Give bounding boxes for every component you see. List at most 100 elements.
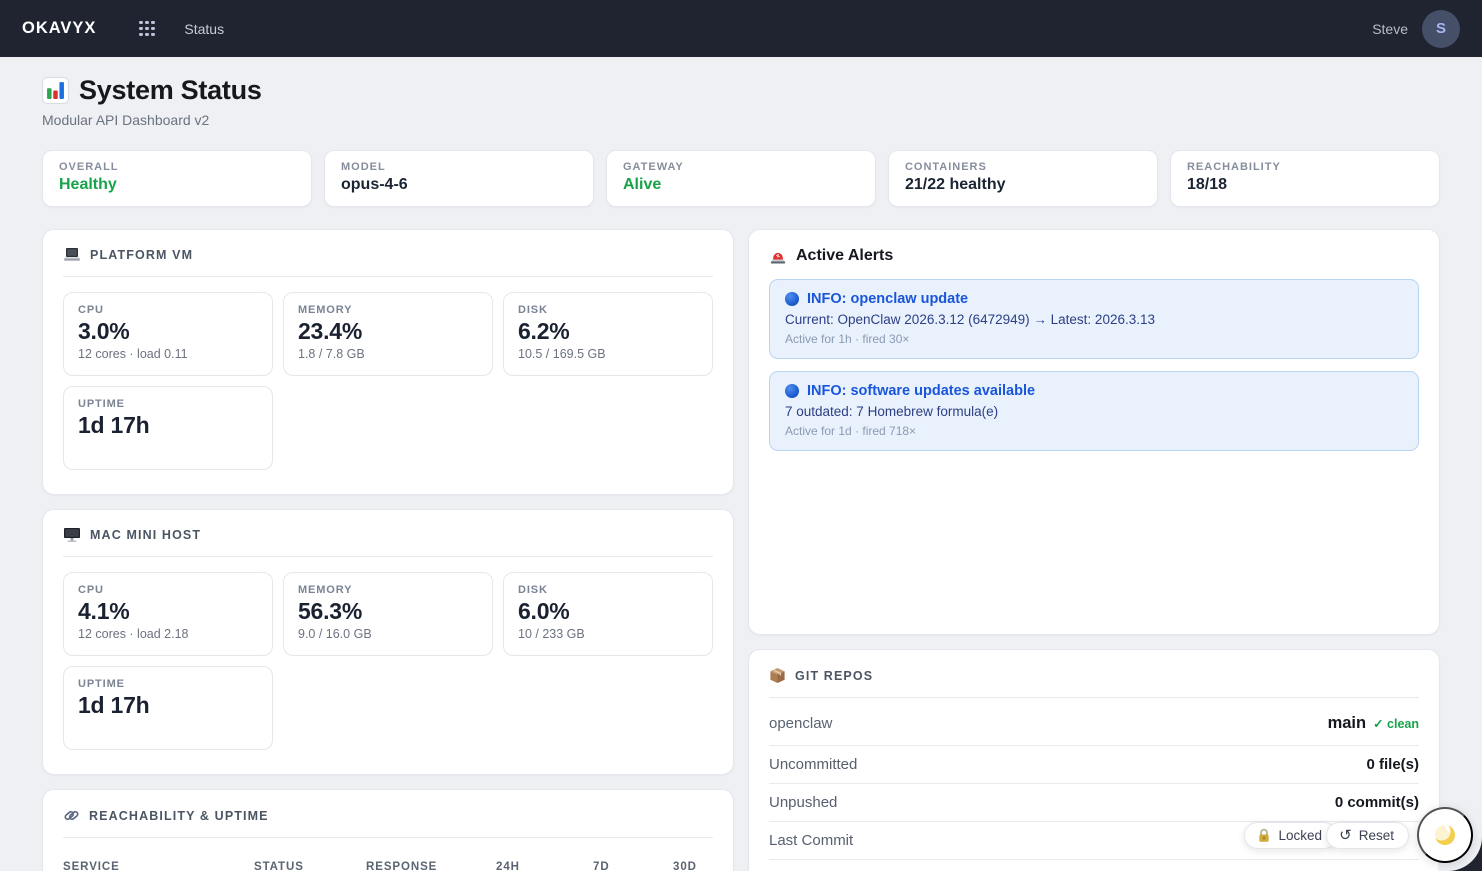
platform-vm-panel: PLATFORM VM CPU 3.0% 12 cores · load 0.1… [42, 229, 734, 495]
metric-sub: 9.0 / 16.0 GB [298, 627, 372, 641]
service-table-header: SERVICE STATUS RESPONSE 24H 7D 30D [63, 853, 713, 871]
metric-label: MEMORY [298, 584, 353, 596]
reachability-uptime-panel: REACHABILITY & UPTIME SERVICE STATUS RES… [42, 789, 734, 871]
summary-value: 21/22 healthy [905, 176, 1006, 193]
package-icon [770, 667, 785, 684]
metric-value: 6.2% [518, 318, 570, 344]
summary-card-containers: CONTAINERS 21/22 healthy [888, 150, 1158, 207]
grid-dots [139, 20, 155, 37]
desktop-icon [64, 528, 80, 542]
git-row-label: Uncommitted [769, 756, 858, 773]
alert-detail: 7 outdated: 7 Homebrew formula(e) [785, 404, 999, 419]
top-navbar: OKAVYX Status Steve S [0, 0, 1482, 57]
panel-title: MAC MINI HOST [90, 528, 202, 542]
summary-value: 18/18 [1187, 176, 1228, 193]
bar-chart-icon [42, 77, 69, 104]
metric-label: CPU [78, 304, 104, 316]
blue-circle-icon [785, 384, 799, 398]
metric-card-cpu: CPU 4.1% 12 cores · load 2.18 [63, 572, 273, 656]
locked-label: Locked [1278, 828, 1322, 843]
git-row-value: 0 commit(s) [1334, 794, 1419, 811]
col-service: SERVICE [63, 861, 120, 871]
metric-card-uptime: UPTIME 1d 17h [63, 666, 273, 750]
metric-card-memory: MEMORY 23.4% 1.8 / 7.8 GB [283, 292, 493, 376]
page-subtitle: Modular API Dashboard v2 [42, 112, 210, 128]
apps-grid-icon[interactable] [136, 18, 158, 40]
metric-card-memory: MEMORY 56.3% 9.0 / 16.0 GB [283, 572, 493, 656]
reset-icon: ↺ [1339, 827, 1352, 844]
metric-sub: 10.5 / 169.5 GB [518, 347, 606, 361]
user-name: Steve [1372, 20, 1408, 37]
metric-value: 1d 17h [78, 692, 150, 718]
metric-label: DISK [518, 584, 548, 596]
metric-value: 6.0% [518, 598, 570, 624]
metric-sub: 10 / 233 GB [518, 627, 585, 641]
summary-label: REACHABILITY [1187, 161, 1281, 173]
link-icon [64, 810, 79, 821]
panel-title: REACHABILITY & UPTIME [89, 808, 269, 823]
metric-label: CPU [78, 584, 104, 596]
locked-button[interactable]: Locked [1244, 822, 1337, 849]
metric-sub [78, 441, 258, 456]
metric-card-cpu: CPU 3.0% 12 cores · load 0.11 [63, 292, 273, 376]
metric-label: UPTIME [78, 678, 125, 690]
col-24h: 24H [496, 861, 520, 871]
alert-card: INFO: software updates available 7 outda… [769, 371, 1419, 451]
active-alerts-panel: Active Alerts INFO: openclaw update Curr… [748, 229, 1440, 635]
col-30d: 30D [673, 861, 697, 871]
summary-card-reachability: REACHABILITY 18/18 [1170, 150, 1440, 207]
git-uncommitted-row: Uncommitted 0 file(s) [769, 746, 1419, 784]
git-unpushed-row: Unpushed 0 commit(s) [769, 784, 1419, 822]
alert-detail: Current: OpenClaw 2026.3.12 (6472949) → … [785, 312, 1155, 327]
metric-label: MEMORY [298, 304, 353, 316]
metric-card-disk: DISK 6.0% 10 / 233 GB [503, 572, 713, 656]
metric-value: 4.1% [78, 598, 130, 624]
summary-label: MODEL [341, 161, 386, 173]
reset-button[interactable]: ↺ Reset [1326, 822, 1409, 849]
moon-icon [1432, 822, 1455, 845]
col-response: RESPONSE [366, 861, 438, 871]
brand-logo: OKAVYX [22, 19, 97, 37]
summary-label: CONTAINERS [905, 161, 987, 173]
metric-value: 3.0% [78, 318, 130, 344]
git-row-label: Last Commit [769, 832, 854, 849]
avatar-initial: S [1435, 20, 1446, 37]
alert-title: INFO: software updates available [807, 383, 1036, 399]
branch-name: main [1327, 714, 1367, 732]
metric-sub: 12 cores · load 0.11 [78, 347, 188, 361]
git-repo-row: openclaw main ✓ clean [769, 702, 1419, 746]
laptop-icon [64, 248, 80, 261]
summary-row: OVERALL Healthy MODEL opus-4-6 GATEWAY A… [42, 150, 1440, 207]
branch-clean-badge: ✓ clean [1373, 717, 1419, 731]
summary-value: Alive [623, 176, 662, 193]
theme-toggle-button[interactable] [1417, 807, 1473, 863]
panel-title: PLATFORM VM [90, 248, 194, 262]
alert-meta: Active for 1d · fired 718× [785, 424, 917, 438]
panel-title: GIT REPOS [795, 668, 874, 683]
metric-sub: 12 cores · load 2.18 [78, 627, 189, 641]
metric-value: 23.4% [298, 318, 363, 344]
summary-card-gateway: GATEWAY Alive [606, 150, 876, 207]
metric-sub: 1.8 / 7.8 GB [298, 347, 365, 361]
reset-label: Reset [1358, 828, 1394, 843]
blue-circle-icon [785, 292, 799, 306]
repo-name: openclaw [769, 715, 833, 732]
metric-card-disk: DISK 6.2% 10.5 / 169.5 GB [503, 292, 713, 376]
metric-value: 1d 17h [78, 412, 150, 438]
lock-icon [1259, 828, 1270, 842]
summary-label: GATEWAY [623, 161, 684, 173]
summary-label: OVERALL [59, 161, 119, 173]
alert-meta: Active for 1h · fired 30× [785, 332, 910, 346]
avatar[interactable]: S [1422, 9, 1460, 48]
git-row-label: Unpushed [769, 794, 838, 811]
metric-label: DISK [518, 304, 548, 316]
mac-mini-host-panel: MAC MINI HOST CPU 4.1% 12 cores · load 2… [42, 509, 734, 775]
metric-card-uptime: UPTIME 1d 17h [63, 386, 273, 470]
git-row-value: 0 file(s) [1366, 756, 1419, 773]
siren-icon [770, 252, 786, 264]
nav-item-status[interactable]: Status [184, 20, 225, 37]
summary-value: Healthy [59, 176, 117, 193]
alert-title: INFO: openclaw update [807, 291, 969, 307]
summary-card-overall: OVERALL Healthy [42, 150, 312, 207]
metric-sub [78, 721, 258, 736]
